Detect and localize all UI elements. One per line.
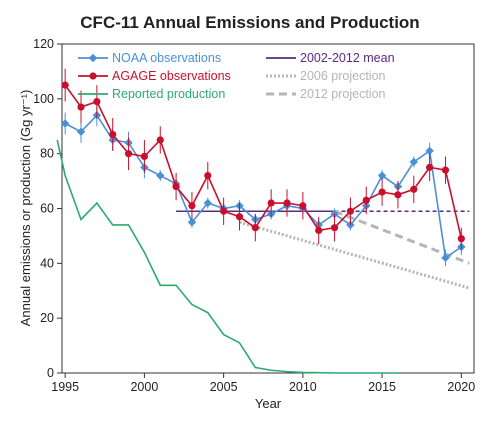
legend-item: NOAA observations <box>78 51 221 65</box>
y-axis-label: Annual emissions or production (Gg yr⁻¹) <box>18 90 33 327</box>
x-axis-label: Year <box>255 396 282 411</box>
x-tick-label: 2005 <box>210 380 238 394</box>
legend-label: 2012 projection <box>300 87 386 101</box>
legend: NOAA observations AGAGE observations Repor… <box>78 51 395 101</box>
x-tick-label: 1995 <box>51 380 79 394</box>
chart-title: CFC-11 Annual Emissions and Production <box>80 13 419 32</box>
y-tick-label: 40 <box>40 256 54 270</box>
data-point <box>251 224 259 232</box>
data-point <box>60 119 70 128</box>
projection-line <box>239 220 470 290</box>
data-point <box>204 172 212 180</box>
data-point <box>330 224 339 232</box>
y-tick-label: 60 <box>40 202 54 216</box>
data-point <box>457 235 465 243</box>
data-point <box>187 218 197 227</box>
data-point <box>425 146 434 156</box>
data-point <box>299 202 307 210</box>
data-point <box>377 171 387 180</box>
data-point <box>203 198 212 208</box>
legend-label: NOAA observations <box>112 51 221 65</box>
data-point <box>77 103 85 111</box>
projection-line <box>334 209 470 265</box>
data-point <box>410 185 418 193</box>
data-point <box>93 97 101 106</box>
y-tick-label: 80 <box>40 147 54 161</box>
data-point <box>441 166 450 174</box>
data-point <box>124 150 133 158</box>
data-point <box>156 136 164 144</box>
data-point <box>378 188 386 196</box>
axis-ticks: 1995 2000 2005 2010 2015 2020 0 20 40 60 80 100 120 <box>33 37 475 394</box>
data-point <box>283 199 291 207</box>
data-point <box>409 157 418 167</box>
legend-item: 2006 projection <box>266 69 386 83</box>
legend-label: AGAGE observations <box>112 69 231 83</box>
data-point <box>109 130 117 139</box>
data-point <box>441 253 450 263</box>
data-point <box>362 196 370 204</box>
series-1 <box>61 68 465 250</box>
series-line-production <box>56 139 398 374</box>
data-point <box>267 199 275 207</box>
data-point <box>235 213 244 221</box>
x-tick-label: 2020 <box>447 380 475 394</box>
data-point <box>394 191 402 199</box>
legend-item: Reported production <box>78 87 225 101</box>
legend-item: 2012 projection <box>266 87 386 101</box>
data-point <box>426 163 434 171</box>
data-point <box>346 207 354 215</box>
data-point <box>172 182 180 191</box>
legend-item: 2002-2012 mean <box>266 51 395 65</box>
legend-marker <box>88 53 98 63</box>
series-4 <box>239 220 470 290</box>
data-point <box>315 226 323 235</box>
legend-item: AGAGE observations <box>78 69 231 83</box>
y-tick-label: 100 <box>33 92 54 106</box>
y-tick-label: 0 <box>47 366 54 380</box>
data-point <box>61 81 69 89</box>
data-point <box>220 207 228 215</box>
data-point <box>188 202 196 210</box>
series-0 <box>60 104 466 267</box>
x-tick-label: 2010 <box>289 380 317 394</box>
legend-marker <box>89 72 97 80</box>
x-tick-label: 2000 <box>130 380 158 394</box>
legend-label: 2006 projection <box>300 69 386 83</box>
series-line <box>64 84 463 239</box>
series-5 <box>334 209 470 265</box>
x-tick-label: 2015 <box>368 380 396 394</box>
legend-label: Reported production <box>112 87 225 101</box>
y-tick-label: 20 <box>40 311 54 325</box>
legend-label: 2002-2012 mean <box>300 51 395 65</box>
series-layer <box>56 68 470 374</box>
data-point <box>76 127 86 136</box>
y-tick-label: 120 <box>33 37 54 51</box>
data-point <box>140 152 148 161</box>
data-point <box>156 171 165 180</box>
